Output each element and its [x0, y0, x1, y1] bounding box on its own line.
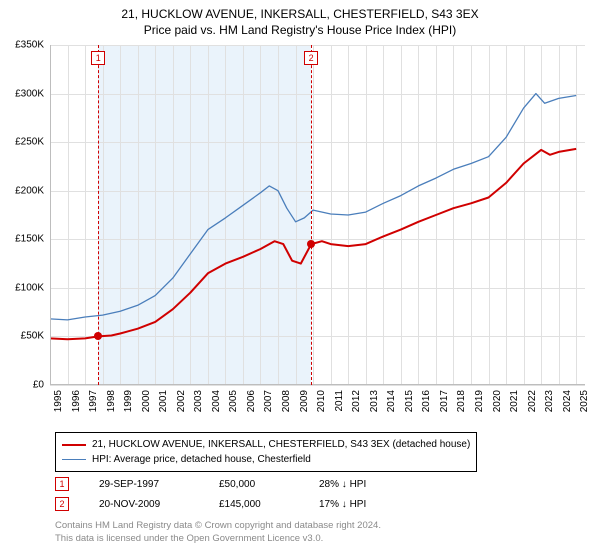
- x-tick-label: 1998: [106, 390, 117, 412]
- y-tick-label: £50K: [0, 331, 44, 342]
- line-series-svg: [50, 45, 585, 385]
- legend-label: 21, HUCKLOW AVENUE, INKERSALL, CHESTERFI…: [92, 437, 470, 452]
- legend-swatch: [62, 459, 86, 460]
- axis-line: [50, 384, 585, 385]
- x-tick-label: 2016: [421, 390, 432, 412]
- footer-attribution: Contains HM Land Registry data © Crown c…: [55, 520, 381, 546]
- x-tick-label: 1997: [88, 390, 99, 412]
- events-table-row: 1 29-SEP-1997 £50,000 28% ↓ HPI: [55, 474, 409, 494]
- y-tick-label: £250K: [0, 137, 44, 148]
- y-tick-label: £150K: [0, 234, 44, 245]
- events-table-delta: 28% ↓ HPI: [319, 479, 409, 490]
- x-tick-label: 2023: [544, 390, 555, 412]
- event-line: [311, 45, 312, 385]
- x-tick-label: 1999: [123, 390, 134, 412]
- x-tick-label: 2002: [176, 390, 187, 412]
- x-tick-label: 2017: [439, 390, 450, 412]
- events-table-marker: 1: [55, 477, 69, 491]
- event-marker-box: 2: [304, 51, 318, 65]
- x-tick-label: 2019: [474, 390, 485, 412]
- x-tick-label: 2001: [158, 390, 169, 412]
- x-tick-label: 2011: [334, 390, 345, 412]
- x-tick-label: 2018: [456, 390, 467, 412]
- x-tick-label: 2024: [562, 390, 573, 412]
- plot-area: 12: [50, 45, 585, 385]
- x-tick-label: 2012: [351, 390, 362, 412]
- x-tick-label: 2020: [492, 390, 503, 412]
- footer-line-2: This data is licensed under the Open Gov…: [55, 533, 381, 546]
- x-tick-label: 2025: [579, 390, 590, 412]
- chart-title: 21, HUCKLOW AVENUE, INKERSALL, CHESTERFI…: [0, 0, 600, 38]
- legend-swatch: [62, 444, 86, 446]
- y-tick-label: £350K: [0, 40, 44, 51]
- y-tick-label: £300K: [0, 88, 44, 99]
- event-marker-box: 1: [91, 51, 105, 65]
- legend-label: HPI: Average price, detached house, Ches…: [92, 452, 311, 467]
- events-table-price: £145,000: [219, 499, 289, 510]
- events-table-date: 29-SEP-1997: [99, 479, 189, 490]
- x-tick-label: 2009: [299, 390, 310, 412]
- events-table-delta: 17% ↓ HPI: [319, 499, 409, 510]
- x-tick-label: 2010: [316, 390, 327, 412]
- x-tick-label: 2008: [281, 390, 292, 412]
- y-tick-label: £200K: [0, 185, 44, 196]
- x-tick-label: 2005: [228, 390, 239, 412]
- legend-row: HPI: Average price, detached house, Ches…: [62, 452, 470, 467]
- footer-line-1: Contains HM Land Registry data © Crown c…: [55, 520, 381, 533]
- title-line-1: 21, HUCKLOW AVENUE, INKERSALL, CHESTERFI…: [0, 6, 600, 22]
- events-table-date: 20-NOV-2009: [99, 499, 189, 510]
- x-tick-label: 2006: [246, 390, 257, 412]
- x-tick-label: 2000: [141, 390, 152, 412]
- series-hpi_detached_chesterfield: [50, 94, 576, 320]
- events-table-price: £50,000: [219, 479, 289, 490]
- title-line-2: Price paid vs. HM Land Registry's House …: [0, 22, 600, 38]
- x-tick-label: 2003: [193, 390, 204, 412]
- axis-line: [50, 45, 51, 385]
- y-tick-label: £100K: [0, 282, 44, 293]
- legend-row: 21, HUCKLOW AVENUE, INKERSALL, CHESTERFI…: [62, 437, 470, 452]
- x-tick-label: 1995: [53, 390, 64, 412]
- y-tick-label: £0: [0, 380, 44, 391]
- x-tick-label: 2021: [509, 390, 520, 412]
- chart-container: { "title_line1": "21, HUCKLOW AVENUE, IN…: [0, 0, 600, 560]
- gridline-h: [50, 385, 585, 386]
- events-table-marker: 2: [55, 497, 69, 511]
- x-tick-label: 2004: [211, 390, 222, 412]
- x-tick-label: 2022: [527, 390, 538, 412]
- events-table: 1 29-SEP-1997 £50,000 28% ↓ HPI 2 20-NOV-2009…: [55, 474, 409, 514]
- x-tick-label: 1996: [71, 390, 82, 412]
- legend-box: 21, HUCKLOW AVENUE, INKERSALL, CHESTERFI…: [55, 432, 477, 472]
- x-tick-label: 2007: [263, 390, 274, 412]
- x-tick-label: 2013: [369, 390, 380, 412]
- event-dot: [307, 240, 315, 248]
- x-tick-label: 2014: [386, 390, 397, 412]
- x-tick-label: 2015: [404, 390, 415, 412]
- events-table-row: 2 20-NOV-2009 £145,000 17% ↓ HPI: [55, 494, 409, 514]
- event-dot: [94, 332, 102, 340]
